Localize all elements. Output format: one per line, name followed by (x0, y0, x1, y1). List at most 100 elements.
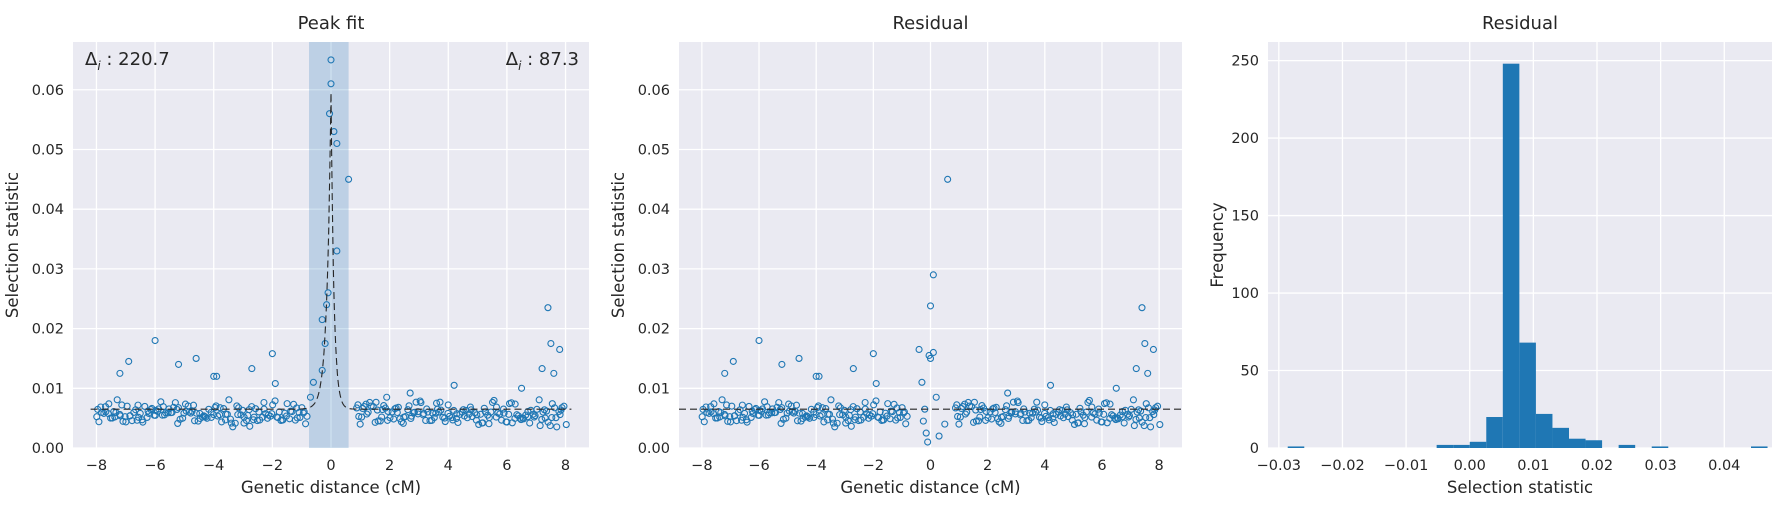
panel-peak-fit: −8 −6 −4 −2 0 2 4 6 8 0.00 0.01 0.02 0.03 0.04 0.05 0.0… (3, 13, 589, 497)
data-point (519, 415, 528, 423)
data-point (970, 398, 978, 406)
data-point (437, 406, 445, 414)
data-point (503, 418, 511, 426)
data-point (924, 438, 932, 446)
data-point (189, 401, 198, 409)
data-point (1144, 369, 1152, 377)
data-point (516, 414, 524, 422)
data-point (721, 369, 729, 377)
data-point (536, 422, 544, 430)
x-tick-label: 8 (1155, 458, 1164, 474)
data-point (325, 110, 334, 118)
data-point (410, 408, 418, 416)
x-tick-label: 0.04 (1708, 458, 1740, 474)
x-tick-label: 6 (1097, 458, 1106, 474)
data-point (268, 350, 276, 358)
histogram-bar (1469, 441, 1487, 448)
data-point (849, 403, 857, 411)
data-point (1046, 381, 1055, 389)
data-point (436, 398, 444, 406)
data-point (374, 417, 382, 425)
data-point (815, 372, 823, 380)
data-point (872, 379, 880, 388)
data-point (721, 412, 729, 420)
data-point (225, 396, 233, 404)
data-point (1156, 421, 1164, 429)
y-axis-label: Selection statistic (3, 172, 22, 318)
y-tick-label: 0.02 (32, 322, 64, 338)
data-point (1125, 413, 1133, 421)
data-point (306, 393, 315, 401)
data-point (246, 422, 254, 430)
data-point (260, 398, 268, 407)
data-point (354, 401, 362, 409)
data-point (174, 360, 183, 368)
data-point (364, 408, 372, 416)
data-point (918, 378, 926, 386)
x-tick-label: 0.00 (1454, 458, 1486, 474)
data-point (248, 365, 256, 373)
data-point (1098, 418, 1106, 426)
data-point (1029, 409, 1037, 417)
data-point (239, 406, 247, 414)
data-point (710, 400, 718, 408)
histogram-bar (1585, 440, 1603, 448)
y-tick-label: 0.03 (638, 262, 670, 278)
x-tick-label: −8 (691, 458, 712, 474)
data-point (271, 397, 279, 405)
data-point (475, 420, 483, 429)
chart-title: Residual (892, 13, 968, 34)
y-tick-label: 0.05 (638, 142, 670, 158)
data-point (227, 419, 235, 427)
data-point (531, 412, 539, 420)
data-point (1102, 399, 1110, 407)
x-tick-label: 0.02 (1581, 458, 1613, 474)
data-point (309, 378, 317, 386)
data-point (1114, 415, 1122, 423)
data-point (733, 417, 741, 425)
data-point (500, 409, 508, 417)
data-point (929, 271, 937, 279)
data-point (535, 396, 543, 404)
fit-curve (90, 92, 572, 410)
data-point (915, 345, 923, 354)
data-point (1138, 418, 1146, 426)
histogram-bar (1651, 446, 1669, 448)
data-point (450, 381, 458, 389)
data-point (151, 411, 159, 419)
data-point (726, 413, 734, 421)
data-point (961, 410, 969, 418)
y-tick-label: 0.06 (32, 83, 64, 99)
data-point (511, 400, 519, 408)
data-point (296, 413, 304, 421)
data-point (828, 415, 837, 423)
x-tick-label: 8 (561, 458, 570, 474)
data-point (1137, 407, 1145, 415)
data-point (926, 354, 935, 362)
data-point (547, 339, 555, 348)
histogram-bar (1535, 413, 1553, 448)
data-point (134, 401, 142, 409)
x-tick-label: −0.01 (1384, 458, 1428, 474)
data-point (288, 408, 296, 416)
histogram-bar (1618, 444, 1636, 448)
data-point (556, 345, 564, 354)
data-point (558, 404, 566, 412)
data-point (518, 384, 526, 392)
data-point (1052, 410, 1060, 418)
data-point (902, 420, 910, 428)
y-tick-label: 0.00 (32, 441, 64, 457)
y-tick-label: 0 (1250, 441, 1259, 457)
y-axis-label: Frequency (1208, 202, 1227, 287)
x-tick-label: 0 (326, 458, 335, 474)
data-point (982, 407, 990, 415)
data-point (1116, 411, 1124, 419)
data-point (303, 412, 311, 420)
data-point (1076, 404, 1084, 412)
data-point (1084, 398, 1092, 406)
data-point (234, 411, 242, 419)
data-point (128, 417, 136, 425)
chart-title: Residual (1482, 13, 1558, 34)
panel-residual-scatter: −8 −6 −4 −2 0 2 4 6 8 0.00 0.01 0.02 0.03 0.04 0.05 0.0… (609, 13, 1182, 497)
x-tick-label: −4 (203, 458, 224, 474)
